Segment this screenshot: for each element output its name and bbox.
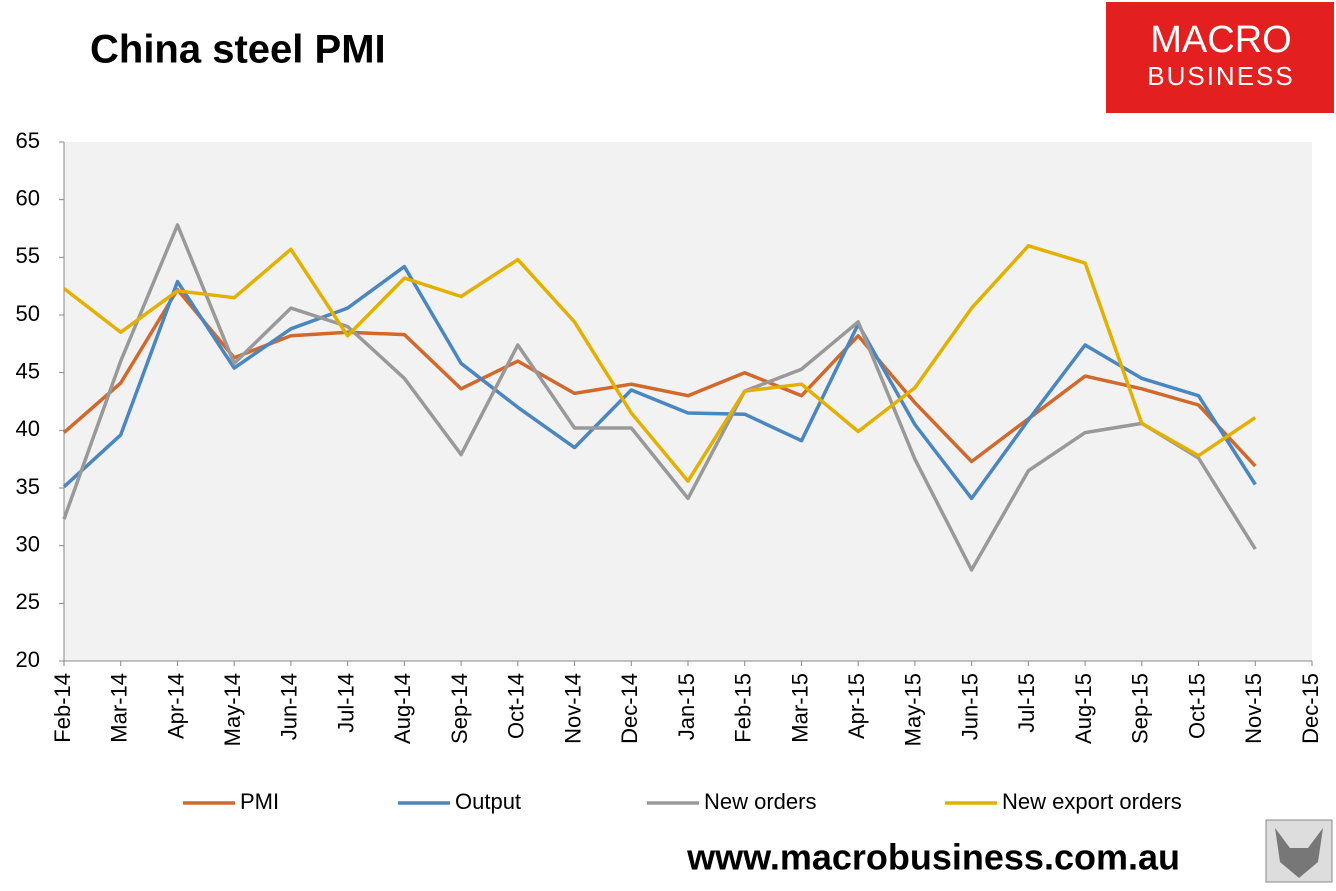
series-line [62, 244, 1257, 483]
x-tick-label: Aug-14 [390, 673, 415, 744]
x-tick-label: Apr-14 [163, 673, 188, 739]
x-tick-label: Mar-15 [787, 673, 812, 743]
logo-line2: BUSINESS [1147, 61, 1295, 91]
x-tick-label: Jul-14 [333, 673, 358, 733]
website: www.macrobusiness.com.au [686, 837, 1180, 878]
x-tick-label: Oct-15 [1184, 673, 1209, 739]
y-tick-label: 60 [16, 185, 40, 210]
legend-label: New export orders [1002, 789, 1182, 814]
x-tick-label: Dec-15 [1298, 673, 1323, 744]
x-tick-label: Sep-14 [447, 673, 472, 744]
series-line [62, 264, 1257, 501]
logo-box [1106, 2, 1334, 113]
x-tick-label: Aug-15 [1071, 673, 1096, 744]
x-tick-label: May-14 [220, 673, 245, 746]
x-tick-label: Dec-14 [617, 673, 642, 744]
x-tick-label: Feb-15 [731, 673, 756, 743]
x-tick-label: Oct-14 [504, 673, 529, 739]
y-tick-label: 35 [16, 474, 40, 499]
x-tick-label: Mar-14 [107, 673, 132, 743]
x-tick-label: Nov-15 [1241, 673, 1266, 744]
legend-label: Output [455, 789, 521, 814]
y-tick-label: 20 [16, 647, 40, 672]
y-tick-label: 40 [16, 416, 40, 441]
y-tick-label: 30 [16, 531, 40, 556]
y-tick-label: 45 [16, 358, 40, 383]
legend-label: New orders [704, 789, 816, 814]
x-tick-label: Nov-14 [560, 673, 585, 744]
x-tick-label: Feb-14 [50, 673, 75, 743]
fox-face [1275, 828, 1323, 878]
y-tick-label: 50 [16, 301, 40, 326]
y-tick-label: 65 [16, 128, 40, 153]
y-tick-label: 55 [16, 243, 40, 268]
chart-title: China steel PMI [90, 28, 386, 72]
x-tick-label: Jun-14 [277, 673, 302, 740]
x-tick-label: Jun-15 [957, 673, 982, 740]
x-tick-label: May-15 [901, 673, 926, 746]
x-tick-label: Sep-15 [1128, 673, 1153, 744]
y-tick-label: 25 [16, 589, 40, 614]
x-tick-label: Jul-15 [1014, 673, 1039, 733]
plot-area [64, 142, 1312, 661]
series-line [62, 223, 1257, 572]
x-tick-label: Jan-15 [674, 673, 699, 740]
logo-line1: MACRO [1150, 19, 1291, 61]
x-tick-label: Apr-15 [844, 673, 869, 739]
legend-label: PMI [240, 789, 279, 814]
